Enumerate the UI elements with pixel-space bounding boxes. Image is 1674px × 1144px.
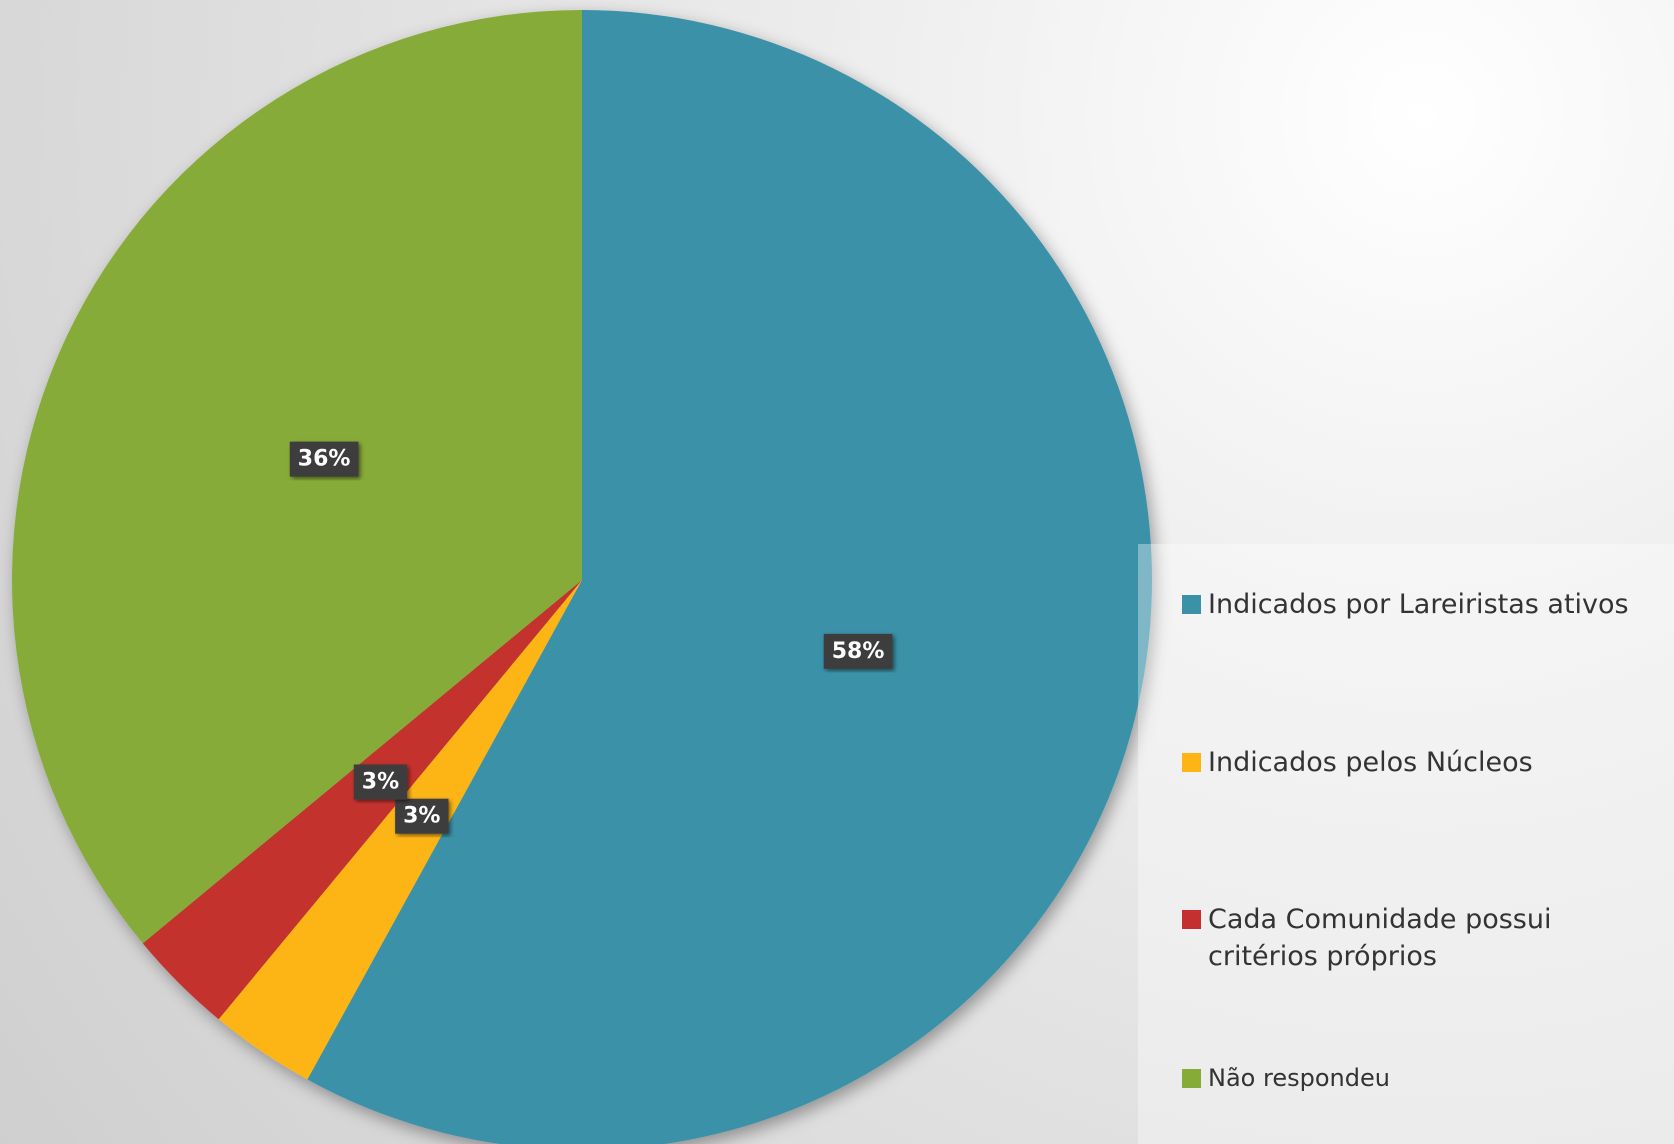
- legend-item: Indicados por Lareiristas ativos: [1182, 586, 1652, 623]
- pie-slice: [142, 580, 583, 1020]
- legend-swatch: [1182, 910, 1201, 929]
- value-label-bg: [289, 441, 359, 477]
- pie: [11, 10, 1152, 1144]
- legend-label: Cada Comunidade possui critérios próprio…: [1208, 904, 1552, 972]
- value-label-box: 36%: [289, 441, 359, 477]
- legend-swatch: [1182, 595, 1201, 614]
- legend-label: Indicados por Lareiristas ativos: [1208, 589, 1629, 620]
- value-label-box: 58%: [823, 633, 893, 669]
- legend-label: Indicados pelos Núcleos: [1208, 747, 1533, 778]
- legend-label: Não respondeu: [1208, 1064, 1390, 1092]
- value-label: 36%: [298, 447, 351, 472]
- legend-item: Indicados pelos Núcleos: [1182, 744, 1652, 781]
- value-label-bg: [353, 764, 408, 800]
- value-label-box: 3%: [353, 764, 408, 800]
- value-label-bg: [823, 633, 893, 669]
- pie-slice: [307, 10, 1152, 1144]
- value-label: 3%: [362, 770, 399, 795]
- legend-swatch: [1182, 1069, 1201, 1088]
- pie-slice: [11, 10, 582, 944]
- value-labels: 58% 3%3% 36%: [289, 441, 893, 834]
- legend-item: Não respondeu: [1182, 1060, 1652, 1097]
- legend-item: Cada Comunidade possui critérios próprio…: [1182, 901, 1652, 975]
- value-label: 58%: [832, 639, 885, 664]
- legend-swatch: [1182, 753, 1201, 772]
- value-label: 3%: [403, 804, 440, 829]
- value-label-bg: [395, 798, 449, 834]
- legend: Indicados por Lareiristas ativos Indicado…: [1138, 544, 1674, 1144]
- value-label-box: 3%: [395, 798, 449, 834]
